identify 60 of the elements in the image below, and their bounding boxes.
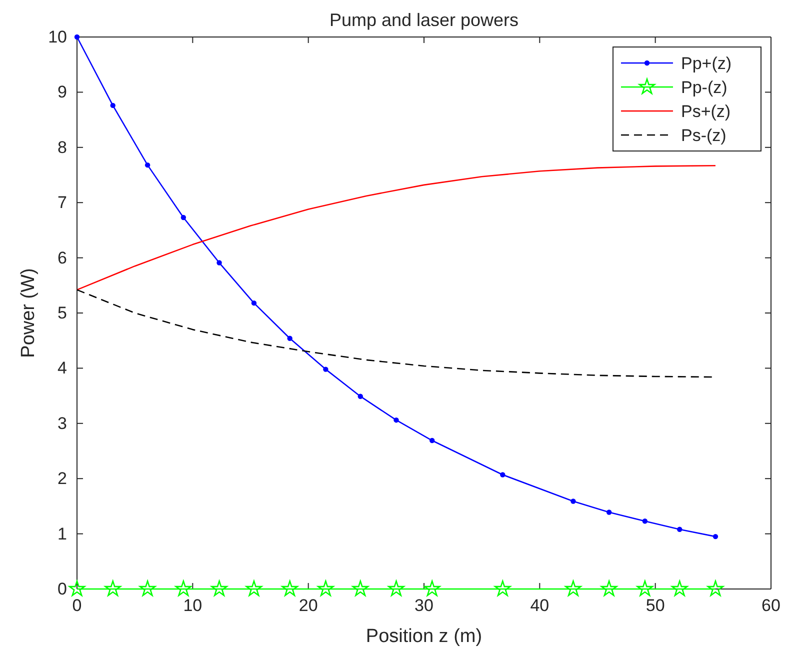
point [352,580,369,596]
y-tick-label: 7 [58,193,67,212]
point [323,366,328,372]
point [175,580,192,596]
point [287,336,292,341]
y-tick-label: 2 [58,469,67,488]
x-tick-label: 50 [646,596,665,616]
point [429,438,435,444]
y-tick-label: 4 [58,358,67,378]
x-tick-label: 30 [414,596,434,616]
x-tick-label: 10 [183,596,202,616]
y-tick-label: 6 [58,248,67,268]
y-axis-title: Power (W) [18,268,39,358]
point [246,580,262,596]
point [424,580,440,596]
x-tick-label: 0 [72,596,82,616]
y-tick-label: 5 [58,303,67,322]
line-series [76,164,716,290]
point [211,580,228,596]
legend-label: Pp+(z) [681,54,732,73]
point [74,34,80,40]
point [251,300,257,306]
point [139,580,156,596]
point [606,510,612,515]
point [712,534,718,540]
point [636,580,654,596]
x-axis-title: Position z (m) [366,626,482,647]
y-tick-label: 0 [58,579,67,598]
point [144,162,150,168]
point [677,526,682,532]
point [104,580,122,596]
y-tick-label: 1 [58,524,67,544]
x-tick-label: 40 [530,596,550,616]
point [494,580,511,596]
y-tick-label: 10 [48,27,67,46]
point [500,472,506,478]
point [565,580,582,596]
legend-label: Ps-(z) [681,126,726,145]
x-tick-label: 60 [762,596,780,616]
point [394,417,399,423]
point [318,580,334,596]
legend-label: Pp-(z) [681,78,728,97]
point [282,580,298,596]
point [180,214,186,220]
point [68,580,86,596]
point [671,580,688,596]
point [600,580,618,596]
y-tick-label: 3 [58,414,67,433]
point [110,102,116,108]
point [216,260,222,266]
chart-title: Pump and laser powers [329,10,519,30]
point [358,394,363,399]
point [388,580,404,596]
point [707,580,724,596]
point [642,518,648,524]
x-tick-label: 20 [298,596,318,616]
y-tick-label: 8 [58,138,67,157]
point [570,498,576,504]
legend-label: Ps+(z) [681,102,731,121]
y-tick-label: 9 [58,82,67,102]
